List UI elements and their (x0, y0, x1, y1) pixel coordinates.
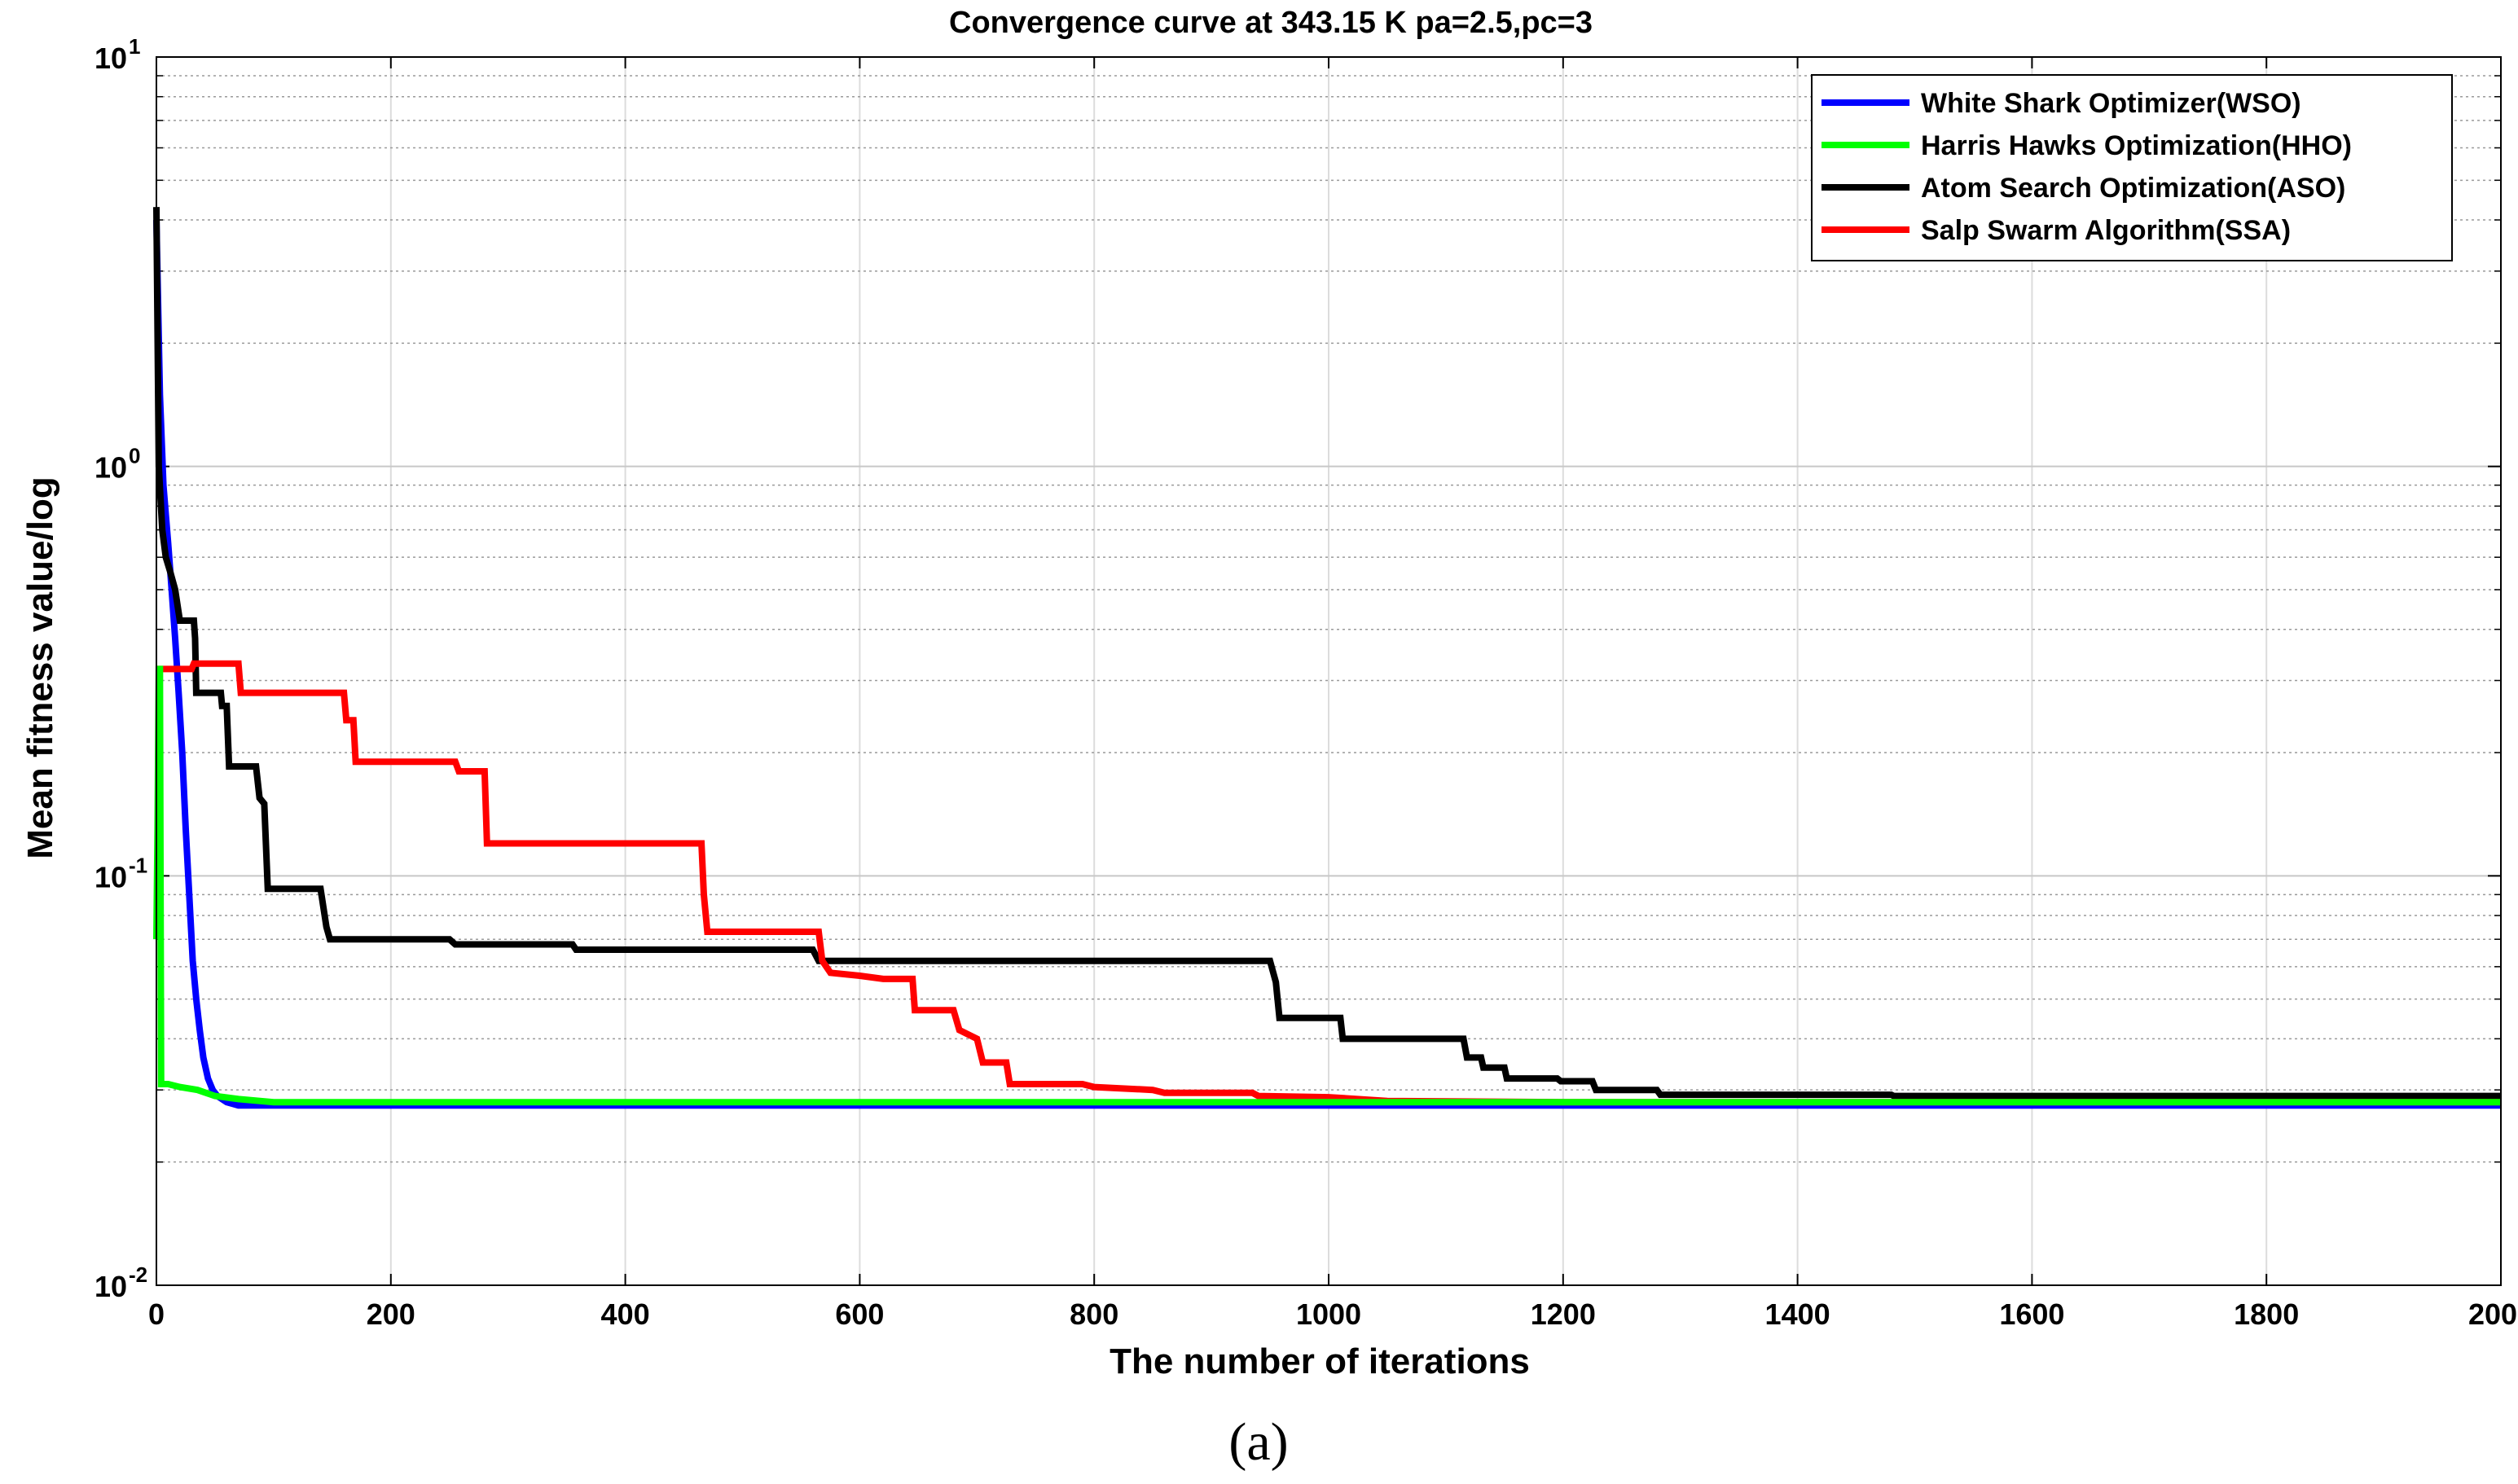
x-tick-label: 200 (367, 1297, 415, 1331)
y-tick-exponent: 1 (129, 34, 140, 59)
legend-label: Atom Search Optimization(ASO) (1921, 173, 2345, 204)
x-axis-label: The number of iterations (1110, 1341, 1530, 1381)
y-tick-exponent: 0 (129, 444, 140, 468)
x-tick-label: 400 (601, 1297, 650, 1331)
y-tick-exponent: -1 (129, 853, 147, 877)
y-axis-label: Mean fitness value/log (20, 476, 60, 858)
x-tick-label: 800 (1070, 1297, 1118, 1331)
y-tick-label: 10 (94, 42, 127, 75)
series-lines (153, 207, 2501, 1109)
y-tick-label: 10 (94, 860, 127, 893)
x-tick-label: 600 (835, 1297, 884, 1331)
legend-box (1811, 74, 2453, 261)
grid-lines (156, 57, 2501, 1285)
x-tick-label: 0 (148, 1297, 165, 1331)
plot-frame (156, 56, 2502, 1286)
y-tick-label: 10 (94, 1270, 127, 1303)
legend-label: Salp Swarm Algorithm(SSA) (1921, 215, 2291, 246)
series-line-3 (156, 660, 2501, 1106)
x-tick-label: 2000 (2468, 1297, 2518, 1331)
series-line-1 (153, 665, 2501, 1106)
x-tick-label: 1000 (1296, 1297, 1361, 1331)
y-tick-label: 10 (94, 451, 127, 485)
axis-ticks: 020040060080010001200140016001800200010-… (94, 34, 2518, 1331)
legend-label: Harris Hawks Optimization(HHO) (1921, 130, 2352, 161)
x-tick-label: 1200 (1531, 1297, 1596, 1331)
x-tick-label: 1600 (1999, 1297, 2064, 1331)
legend-label: White Shark Optimizer(WSO) (1921, 88, 2301, 119)
series-line-2 (153, 207, 2501, 1100)
y-tick-exponent: -2 (129, 1262, 147, 1287)
figure-caption: (a) (1228, 1412, 1288, 1472)
legend: White Shark Optimizer(WSO) Harris Hawks O… (1811, 74, 2453, 261)
chart-title: Convergence curve at 343.15 K pa=2.5,pc=… (949, 6, 1593, 40)
x-tick-label: 1400 (1765, 1297, 1830, 1331)
x-tick-label: 1800 (2234, 1297, 2299, 1331)
